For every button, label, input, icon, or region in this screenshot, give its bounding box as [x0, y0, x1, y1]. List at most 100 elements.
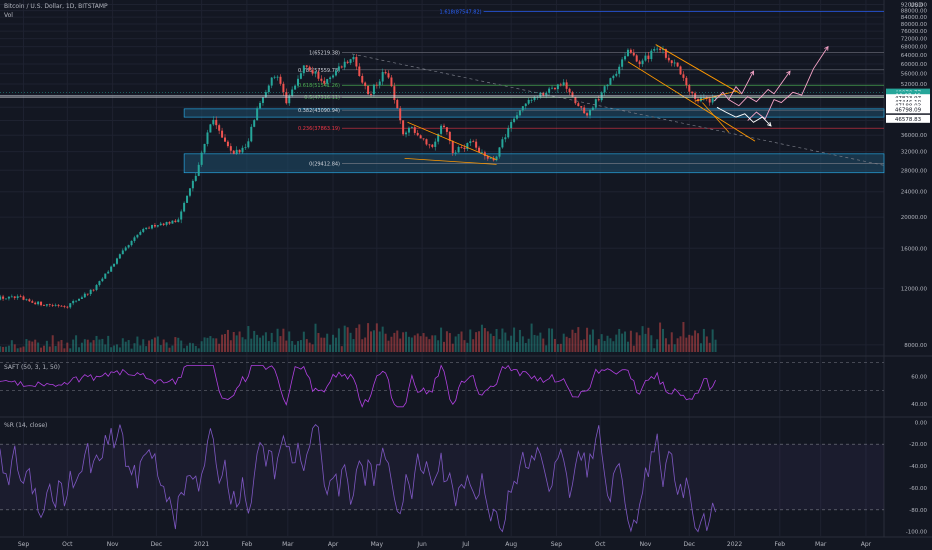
volume-bar — [136, 336, 139, 352]
volume-bar — [413, 335, 416, 352]
volume-bar — [390, 336, 393, 352]
volume-bar — [285, 340, 288, 352]
volume-bar — [75, 335, 78, 352]
williams-r-tick-label: 0.00 — [915, 420, 928, 426]
volume-bar — [577, 327, 580, 352]
y-tick-label: 60000.00 — [901, 62, 928, 68]
volume-bar — [629, 330, 632, 352]
y-tick-label: 64000.00 — [901, 53, 928, 59]
candle-body — [492, 158, 495, 161]
williams-r-legend[interactable]: %R (14, close) — [4, 422, 48, 429]
volume-bar — [553, 338, 556, 352]
candle-body — [542, 92, 545, 96]
candle-body — [69, 303, 72, 308]
dashed-trendline — [351, 53, 885, 166]
candle-body — [673, 62, 676, 64]
candle-body — [40, 301, 43, 306]
volume-bar — [653, 348, 656, 352]
candle-body — [72, 301, 75, 304]
volume-bar — [516, 342, 518, 352]
candle-body — [323, 80, 326, 84]
candle-body — [448, 131, 451, 141]
volume-bar — [329, 344, 332, 352]
candle-body — [656, 48, 659, 50]
y-tick-label: 12000.00 — [901, 286, 928, 292]
candle-body — [25, 299, 28, 301]
volume-bar — [702, 328, 705, 352]
volume-bar — [705, 336, 708, 352]
candle-body — [145, 227, 148, 229]
fib-level-label: 1(65219.38) — [309, 50, 340, 56]
volume-bar — [10, 340, 13, 352]
volume-bar — [40, 347, 43, 352]
candle-body — [244, 147, 247, 149]
symbol-title[interactable]: Bitcoin / U.S. Dollar, 1D, BITSTAMP — [4, 3, 108, 10]
volume-bar — [276, 328, 279, 352]
volume-bar — [124, 341, 127, 352]
candle-body — [539, 92, 542, 97]
candle-body — [148, 227, 151, 229]
candle-body — [682, 74, 685, 78]
candle-body — [667, 57, 670, 61]
volume-bar — [25, 339, 28, 352]
candle-body — [413, 127, 416, 133]
volume-bar — [571, 329, 574, 352]
candle-body — [113, 263, 116, 267]
candle-body — [629, 49, 632, 53]
volume-bar — [226, 329, 229, 352]
y-tick-label: 24000.00 — [901, 190, 928, 196]
candle-body — [367, 85, 370, 95]
candle-body — [162, 223, 165, 225]
volume-bar — [562, 333, 565, 352]
volume-bar — [641, 326, 644, 352]
candle-body — [340, 66, 343, 68]
saft-legend[interactable]: SAFT (50, 3, 1, 50) — [4, 364, 60, 371]
candle-body — [343, 61, 346, 68]
volume-bar — [667, 344, 670, 352]
volume-bar — [107, 335, 110, 352]
candle-body — [624, 56, 627, 60]
volume-bar — [332, 334, 335, 352]
volume-bar — [393, 332, 396, 352]
candle-body — [288, 95, 291, 104]
candle-body — [209, 124, 212, 133]
volume-bar — [168, 347, 171, 352]
candle-body — [294, 85, 297, 90]
candle-body — [659, 48, 662, 50]
volume-bar — [127, 340, 130, 352]
volume-legend[interactable]: Vol — [4, 12, 13, 19]
volume-bar — [130, 348, 133, 352]
candle-body — [45, 304, 48, 306]
candle-body — [399, 108, 402, 121]
volume-bar — [431, 335, 434, 352]
volume-bar — [445, 331, 448, 352]
candle-body — [551, 87, 554, 89]
candle-body — [478, 147, 481, 153]
volume-bar — [673, 344, 676, 352]
volume-bar — [352, 339, 355, 352]
candle-body — [568, 88, 571, 93]
candle-body — [279, 76, 282, 84]
x-tick-label: Nov — [640, 541, 652, 548]
candle-body — [232, 150, 235, 154]
candle-body — [282, 83, 285, 93]
candle-body — [495, 156, 498, 161]
volume-bar — [133, 343, 136, 352]
volume-bar — [691, 335, 694, 352]
drawings[interactable] — [0, 44, 885, 166]
volume-bar — [548, 328, 551, 352]
candle-body — [28, 299, 31, 302]
candle-body — [407, 127, 410, 133]
volume-bar — [591, 329, 594, 352]
candle-body — [402, 120, 405, 135]
candle-body — [460, 147, 463, 148]
fib-retracement[interactable]: 1.618(87547.82) 1(65219.38) 0.786(57559.78… — [298, 9, 884, 167]
volume-bar — [98, 339, 101, 352]
candle-body — [212, 119, 215, 125]
volume-bar — [238, 331, 241, 352]
volume-bar — [495, 328, 498, 352]
candle-body — [472, 141, 475, 143]
candle-body — [603, 86, 606, 93]
volume-bar — [574, 332, 577, 352]
